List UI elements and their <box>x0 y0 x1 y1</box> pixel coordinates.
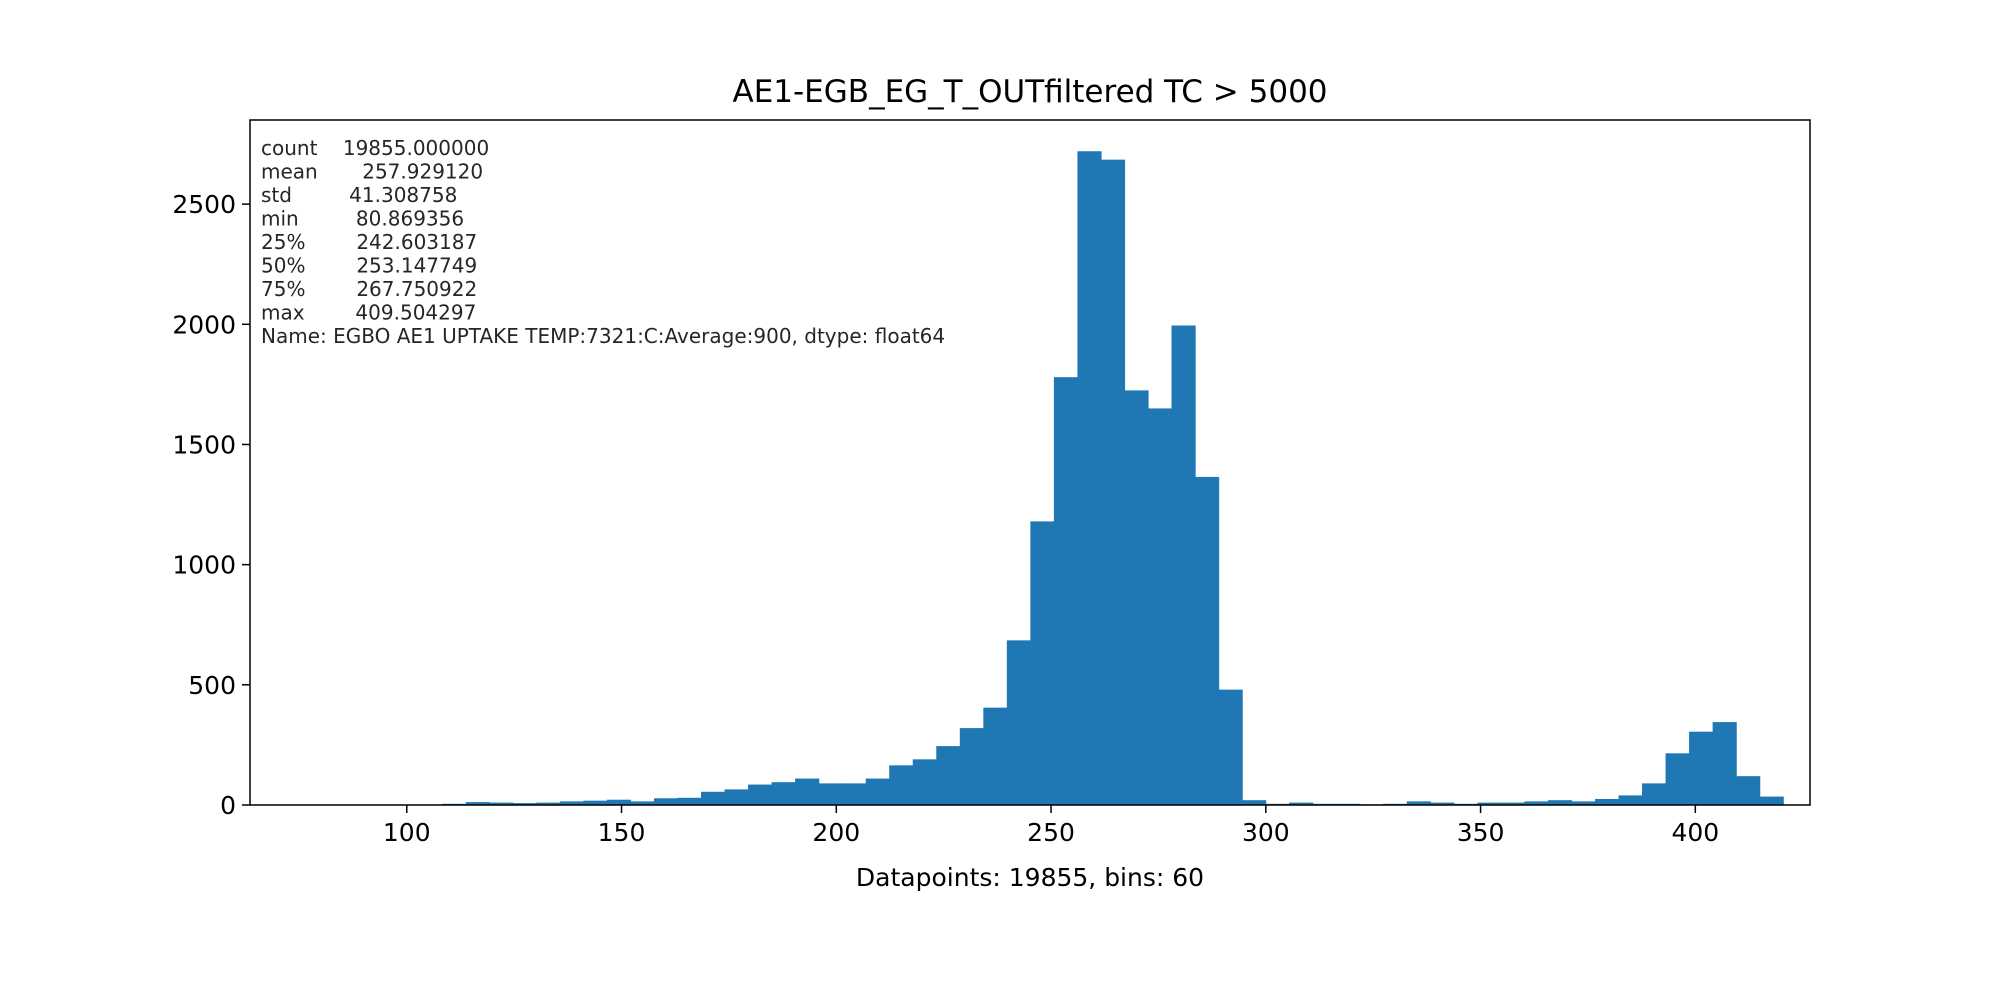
histogram-bar <box>1006 640 1031 805</box>
stats-line: 50% 253.147749 <box>261 254 477 278</box>
histogram-bar <box>959 728 984 805</box>
histogram-bar <box>1289 802 1314 805</box>
stats-line: 25% 242.603187 <box>261 230 477 254</box>
histogram-bar <box>818 783 843 805</box>
histogram-bar <box>842 783 867 805</box>
histogram-bar <box>1736 776 1761 805</box>
y-tick-label: 0 <box>220 791 236 820</box>
histogram-bar <box>1053 377 1079 805</box>
histogram-bar <box>795 778 820 805</box>
histogram-bar <box>1571 801 1596 805</box>
histogram-bar <box>1618 795 1643 805</box>
histogram-bar <box>748 784 773 805</box>
histogram-bar <box>1077 151 1102 805</box>
x-tick-label: 350 <box>1457 818 1505 847</box>
x-tick-label: 300 <box>1242 818 1290 847</box>
histogram-bar <box>677 797 702 805</box>
x-tick-label: 150 <box>598 818 646 847</box>
y-tick-label: 2000 <box>172 310 236 339</box>
x-tick-label: 250 <box>1027 818 1075 847</box>
histogram-bar <box>1594 798 1620 805</box>
x-tick-label: 400 <box>1671 818 1719 847</box>
x-axis: 100 150 200 250 300 350 400 <box>383 805 1719 847</box>
histogram-bar <box>1477 802 1502 805</box>
histogram-bar <box>771 782 796 805</box>
stats-text: count 19855.000000 mean 257.929120 std 41.… <box>261 136 945 348</box>
histogram-bar <box>653 798 679 805</box>
histogram-bar <box>1547 800 1573 805</box>
histogram-bar <box>1689 731 1714 805</box>
histogram-bar <box>1759 796 1784 805</box>
y-axis: 0 500 1000 1500 2000 2500 <box>172 190 250 820</box>
histogram-bar <box>1712 722 1737 805</box>
histogram-bar <box>1242 800 1267 805</box>
y-tick-label: 500 <box>188 671 236 700</box>
histogram-bar <box>724 789 749 805</box>
histogram-bar <box>889 765 914 805</box>
stats-line: mean 257.929120 <box>261 160 483 184</box>
histogram-bar <box>606 799 632 805</box>
plot-frame <box>249 119 1811 806</box>
histogram-bar <box>1430 802 1455 805</box>
histogram-bar <box>1406 801 1431 805</box>
histogram-bar <box>1218 689 1243 805</box>
y-tick-label: 1000 <box>172 551 236 580</box>
histogram-bar <box>1100 159 1126 805</box>
histogram-bar <box>983 707 1008 805</box>
histogram-bar <box>865 778 890 805</box>
bars-layer <box>324 151 1784 805</box>
histogram-bar <box>512 803 537 805</box>
histogram-bar <box>1030 521 1055 805</box>
histogram-bar <box>583 800 608 805</box>
histogram-bar <box>1524 801 1549 805</box>
histogram-bar <box>536 802 561 805</box>
histogram-bar <box>559 801 584 805</box>
histogram-bar <box>701 791 726 805</box>
histogram-bar <box>1124 390 1149 805</box>
stats-line: count 19855.000000 <box>261 136 489 160</box>
histogram-bar <box>489 802 514 805</box>
x-tick-label: 200 <box>812 818 860 847</box>
stats-line: min 80.869356 <box>261 207 464 231</box>
histogram-bar <box>1195 476 1220 805</box>
y-tick-label: 2500 <box>172 190 236 219</box>
histogram-bar <box>912 759 937 805</box>
x-axis-label: Datapoints: 19855, bins: 60 <box>856 863 1204 892</box>
stats-line: Name: EGBO AE1 UPTAKE TEMP:7321:C:Averag… <box>261 324 945 348</box>
histogram-bar <box>1148 408 1173 805</box>
histogram-bar <box>465 802 490 805</box>
histogram-bar <box>1665 753 1690 805</box>
stats-line: 75% 267.750922 <box>261 277 477 301</box>
chart-title: AE1-EGB_EG_T_OUTfiltered TC > 5000 <box>732 74 1327 110</box>
y-tick-label: 1500 <box>172 430 236 459</box>
x-tick-label: 100 <box>383 818 431 847</box>
stats-line: std 41.308758 <box>261 183 457 207</box>
histogram-bar <box>1500 802 1526 805</box>
histogram-bar <box>1642 783 1667 805</box>
histogram-bar <box>630 801 655 805</box>
histogram-bar <box>936 746 961 805</box>
stats-line: max 409.504297 <box>261 301 476 325</box>
histogram-bar <box>1171 325 1196 805</box>
